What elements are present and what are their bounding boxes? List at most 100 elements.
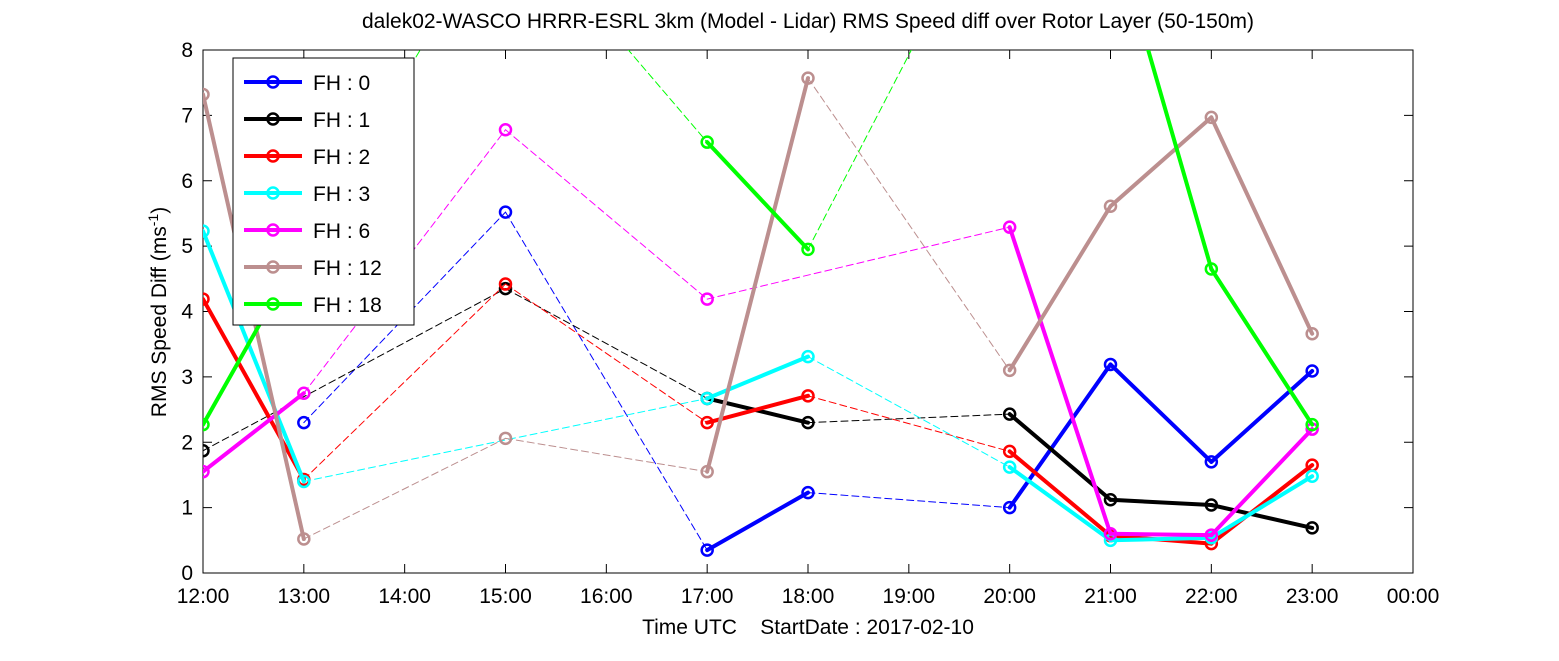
data-point [1204, 262, 1219, 276]
series-gap-segment [627, 50, 708, 143]
data-point [1002, 460, 1017, 474]
y-tick-label: 0 [181, 562, 193, 585]
series-fh-3 [203, 224, 1319, 548]
series-segment [1209, 427, 1315, 538]
series-segment [705, 490, 810, 553]
legend-label: FH : 3 [313, 183, 370, 206]
data-point [700, 415, 714, 430]
legend: FH : 0 FH : 1 FH : 2 FH : 3 FH : 6 FH : 12 FH … [232, 57, 415, 326]
data-point [801, 415, 815, 430]
data-point [700, 292, 714, 306]
chart-title: dalek02-WASCO HRRR-ESRL 3km (Model - Lid… [362, 10, 1254, 33]
data-point [498, 123, 513, 137]
data-point [203, 417, 210, 432]
data-point [203, 292, 210, 306]
legend-swatch-marker [266, 75, 280, 89]
data-point [1103, 199, 1118, 213]
series-gap-segment [505, 129, 708, 300]
series-segment [1007, 204, 1113, 373]
legend-label: FH : 1 [313, 109, 370, 132]
data-point [297, 474, 311, 489]
x-tick-label: 12:00 [177, 585, 230, 608]
series-gap-segment [807, 50, 912, 250]
series-segment [203, 391, 306, 474]
x-tick-label: 00:00 [1387, 585, 1440, 608]
x-tick-label: 18:00 [782, 585, 835, 608]
x-tick-label: 13:00 [278, 585, 331, 608]
legend-item: FH : 18 [244, 294, 382, 317]
x-tick-label: 19:00 [883, 585, 936, 608]
series-gap-segment [303, 397, 708, 482]
data-point [1305, 326, 1319, 341]
series-fh-0 [297, 205, 1319, 557]
series-segment [1209, 474, 1315, 540]
data-point [1204, 498, 1219, 512]
series-gap-segment [505, 288, 708, 399]
series-gap-segment [807, 356, 1011, 468]
series-segment [1108, 531, 1214, 538]
y-tick-label: 2 [181, 431, 193, 454]
data-point [297, 386, 311, 400]
series-segment [1108, 115, 1214, 209]
data-point [1305, 364, 1319, 378]
series-segment [1108, 535, 1214, 543]
legend-label: FH : 18 [313, 294, 382, 317]
axes: 12:00 13:00 14:00 15:00 16:00 17:00 18:00 19:00… [177, 39, 1440, 608]
series-gap-segment [706, 226, 1011, 300]
series-gap-segment [303, 283, 506, 481]
data-point [498, 281, 513, 296]
data-point [801, 71, 815, 85]
data-point [1002, 220, 1017, 234]
data-point [1002, 363, 1017, 378]
series-segment [705, 76, 810, 474]
data-point [1305, 417, 1319, 432]
data-point [1002, 444, 1017, 459]
data-point [801, 485, 815, 500]
data-point [498, 431, 513, 446]
y-tick-label: 3 [181, 366, 193, 389]
x-tick-label: 21:00 [1084, 585, 1137, 608]
data-point [1103, 493, 1118, 507]
data-point [1204, 528, 1219, 542]
data-point [297, 415, 311, 430]
legend-swatch-marker [266, 149, 280, 163]
legend-label: FH : 0 [313, 72, 370, 95]
data-point [801, 349, 815, 364]
legend-item: FH : 2 [244, 146, 370, 169]
x-tick-label: 15:00 [479, 585, 532, 608]
data-point [203, 224, 210, 238]
data-point [1305, 521, 1319, 535]
series-fh-12 [203, 71, 1319, 546]
series-segment [1007, 449, 1113, 538]
legend-item: FH : 1 [244, 109, 370, 132]
legend-item: FH : 3 [244, 183, 370, 206]
series-gap-segment [807, 413, 1011, 424]
legend-swatch-marker [266, 186, 280, 200]
x-tick-label: 14:00 [378, 585, 431, 608]
series-gap-segment [303, 437, 506, 540]
series-gap-segment [505, 283, 708, 424]
series-segment [1108, 497, 1214, 508]
x-tick-label: 17:00 [681, 585, 734, 608]
series-segment [1146, 50, 1214, 272]
y-tick-label: 6 [181, 170, 193, 193]
data-point [1002, 500, 1017, 515]
series-gap-segment [505, 437, 708, 473]
series-gap-segment [203, 288, 506, 452]
data-point [498, 205, 513, 219]
y-tick-label: 4 [181, 301, 193, 324]
legend-label: FH : 2 [313, 146, 370, 169]
series-gap-segment [807, 77, 1011, 371]
series-segment [1108, 362, 1214, 464]
series-segment [1007, 362, 1113, 510]
series-segment [1209, 267, 1315, 427]
legend-swatch-marker [266, 223, 280, 237]
data-point [203, 444, 210, 458]
data-point [1204, 455, 1219, 469]
data-point [203, 87, 210, 102]
series-gap-segment [505, 211, 708, 551]
y-tick-label: 7 [181, 104, 193, 127]
legend-label: FH : 12 [313, 257, 382, 280]
